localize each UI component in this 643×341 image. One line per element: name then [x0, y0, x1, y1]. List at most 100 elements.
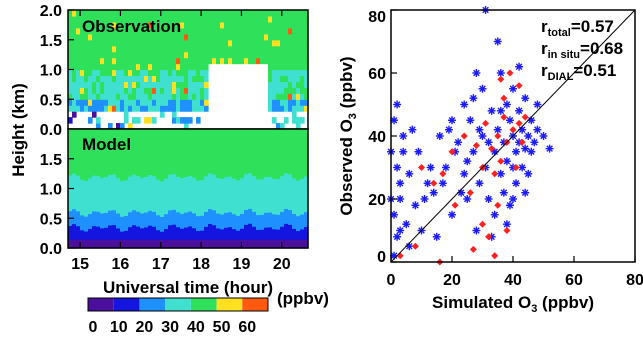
observation-cell: [188, 15, 193, 23]
model-cell: [88, 213, 93, 229]
dial-point: [521, 94, 530, 103]
observation-cell: [116, 63, 121, 71]
observation-cell: [128, 99, 133, 106]
observation-cell: [116, 21, 121, 29]
observation-cell: [120, 39, 125, 47]
observation-cell: [192, 99, 197, 106]
model-cell: [288, 173, 293, 196]
observation-cell: [80, 81, 85, 88]
observation-cell: [164, 27, 169, 35]
model-cell: [196, 215, 201, 232]
observation-cell: [120, 123, 125, 130]
observation-cell: [304, 10, 309, 17]
model-cell: [252, 175, 257, 198]
observation-cell: [84, 33, 89, 41]
observation-cell: [196, 39, 201, 47]
observation-cell: [244, 45, 249, 53]
model-cell: [120, 239, 125, 249]
observation-cell: [120, 87, 125, 94]
observation-cell: [124, 105, 129, 112]
observation-cell: [184, 27, 189, 35]
observation-cell: [188, 75, 193, 82]
observation-cell: [196, 117, 201, 124]
observation-cell: [228, 57, 233, 65]
observation-cell: [164, 15, 169, 23]
model-cell: [192, 227, 197, 240]
observation-cell: [156, 93, 161, 100]
observation-cell: [256, 21, 261, 29]
observation-cell: [152, 99, 157, 106]
model-cell: [136, 226, 141, 240]
observation-cell: [116, 99, 121, 106]
model-cell: [188, 239, 193, 249]
observation-cell: [232, 39, 237, 47]
observation-cell: [92, 45, 97, 53]
observation-cell: [180, 99, 185, 106]
observation-cell: [164, 93, 169, 100]
observation-cell: [72, 57, 77, 65]
observation-cell: [80, 39, 85, 47]
observation-cell: [140, 21, 145, 29]
observation-cell: [176, 27, 181, 35]
observation-cell: [188, 81, 193, 88]
observation-cell: [176, 33, 181, 41]
model-cell: [224, 176, 229, 199]
insitu-point: [521, 113, 529, 121]
colorbar-unit: (ppbv): [277, 289, 329, 308]
observation-cell: [84, 93, 89, 100]
observation-cell: [292, 57, 297, 65]
observation-cell: [284, 63, 289, 71]
observation-cell: [144, 93, 149, 100]
observation-cell: [76, 99, 81, 106]
observation-cell: [300, 63, 305, 71]
dial-point: [399, 132, 408, 140]
observation-cell: [232, 21, 237, 29]
observation-cell: [112, 21, 117, 29]
model-cell: [264, 129, 269, 178]
observation-cell: [220, 45, 225, 53]
insitu-point: [418, 164, 425, 171]
observation-cell: [96, 69, 101, 77]
model-cell: [180, 177, 185, 200]
y-tick-label: 1.5: [40, 152, 62, 169]
observation-cell: [124, 111, 129, 118]
observation-cell: [132, 63, 137, 71]
left-x-axis-label: Universal time (hour): [103, 278, 273, 297]
observation-cell: [220, 21, 225, 29]
model-cell: [152, 196, 157, 212]
observation-cell: [260, 15, 265, 23]
model-cell: [296, 230, 301, 240]
observation-cell: [268, 99, 273, 106]
observation-cell: [300, 57, 305, 65]
observation-cell: [76, 51, 81, 59]
model-cell: [148, 210, 153, 226]
observation-cell: [232, 33, 237, 41]
dial-point: [399, 147, 408, 156]
observation-cell: [72, 51, 77, 59]
observation-cell: [204, 45, 209, 53]
model-cell: [76, 210, 81, 227]
observation-cell: [184, 10, 189, 17]
observation-cell: [252, 21, 257, 29]
observation-cell: [180, 87, 185, 94]
observation-cell: [132, 39, 137, 47]
model-cell: [84, 239, 89, 249]
model-cell: [144, 226, 149, 240]
model-cell: [236, 179, 241, 202]
observation-cell: [232, 45, 237, 53]
observation-cell: [100, 99, 105, 106]
observation-cell: [304, 93, 309, 100]
model-cell: [188, 196, 193, 212]
model-cell: [84, 180, 89, 202]
observation-cell: [184, 15, 189, 23]
dial-point: [469, 147, 478, 156]
observation-cell: [208, 33, 213, 41]
observation-cell: [276, 15, 281, 23]
observation-cell: [264, 39, 269, 47]
observation-cell: [80, 51, 85, 59]
observation-cell: [80, 69, 85, 77]
observation-cell: [304, 33, 309, 41]
dial-point: [515, 62, 524, 71]
model-cell: [176, 176, 181, 198]
observation-cell: [244, 39, 249, 47]
